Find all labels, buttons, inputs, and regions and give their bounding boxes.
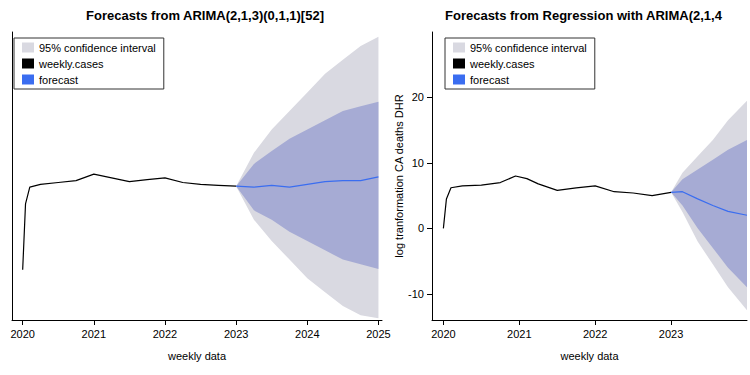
svg-text:forecast: forecast [470,74,509,86]
svg-text:-10: -10 [408,288,424,300]
svg-text:2021: 2021 [507,328,531,340]
svg-text:2021: 2021 [82,328,106,340]
svg-text:20: 20 [412,91,424,103]
svg-text:Forecasts from ARIMA(2,1,3)(0,: Forecasts from ARIMA(2,1,3)(0,1,1)[52] [86,8,324,23]
svg-text:2020: 2020 [10,328,34,340]
svg-text:weekly data: weekly data [167,350,227,362]
svg-text:2024: 2024 [295,328,319,340]
svg-text:10: 10 [412,157,424,169]
svg-text:weekly.cases: weekly.cases [38,58,104,70]
svg-text:forecast: forecast [39,74,78,86]
svg-text:log tranformation CA deaths DH: log tranformation CA deaths DHR [393,94,405,257]
svg-text:2023: 2023 [659,328,683,340]
svg-text:Forecasts from Regression with: Forecasts from Regression with ARIMA(2,1… [445,8,723,23]
svg-text:2023: 2023 [224,328,248,340]
svg-text:weekly.cases: weekly.cases [469,58,535,70]
svg-text:2022: 2022 [583,328,607,340]
svg-text:2020: 2020 [431,328,455,340]
svg-text:95% confidence interval: 95% confidence interval [470,42,587,54]
svg-text:0: 0 [418,222,424,234]
svg-text:2022: 2022 [153,328,177,340]
svg-text:weekly data: weekly data [559,350,619,362]
svg-text:95% confidence interval: 95% confidence interval [39,42,156,54]
svg-text:2025: 2025 [366,328,390,340]
